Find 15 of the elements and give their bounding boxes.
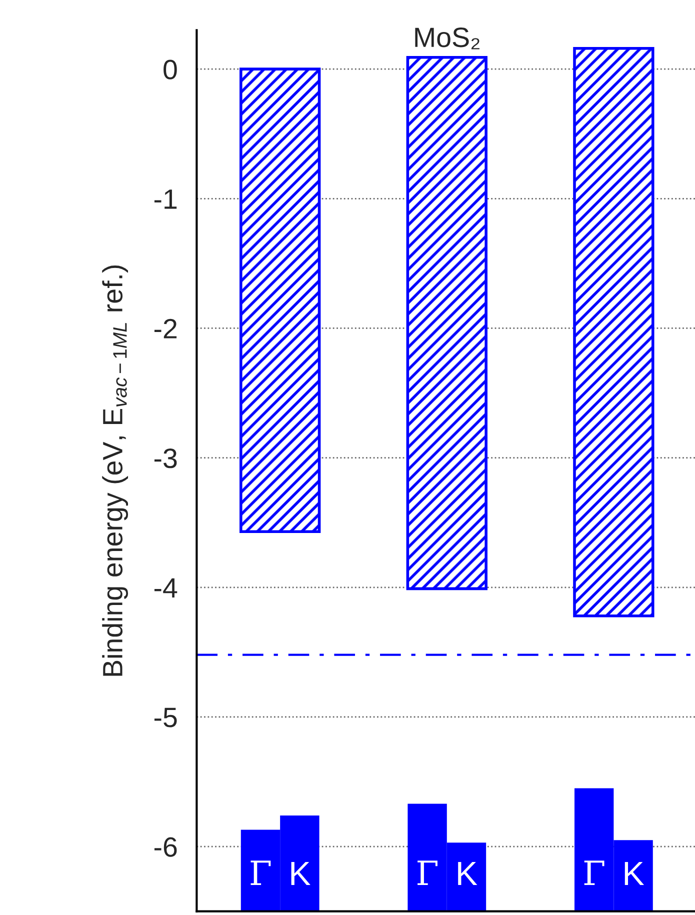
- y-tick-label: -3: [154, 448, 177, 468]
- series-label: Γ: [584, 860, 604, 885]
- chart-title: MoS₂: [415, 28, 480, 50]
- y-tick-label: -2: [154, 318, 177, 338]
- y-tick-label: -4: [154, 578, 178, 598]
- series-label: K: [458, 862, 478, 885]
- text: K: [624, 862, 644, 885]
- y-tick-label: 0: [164, 60, 177, 80]
- text: K: [291, 862, 310, 885]
- y-tick-label: -5: [154, 708, 177, 728]
- text: Γ: [418, 860, 438, 885]
- y-tick-label: -1: [154, 190, 177, 209]
- y-tick-label: -6: [154, 837, 177, 857]
- y-axis-title: Binding energy (eV, E$_{vac−1ML}$ ref.): [102, 265, 128, 676]
- text: Γ: [250, 860, 271, 885]
